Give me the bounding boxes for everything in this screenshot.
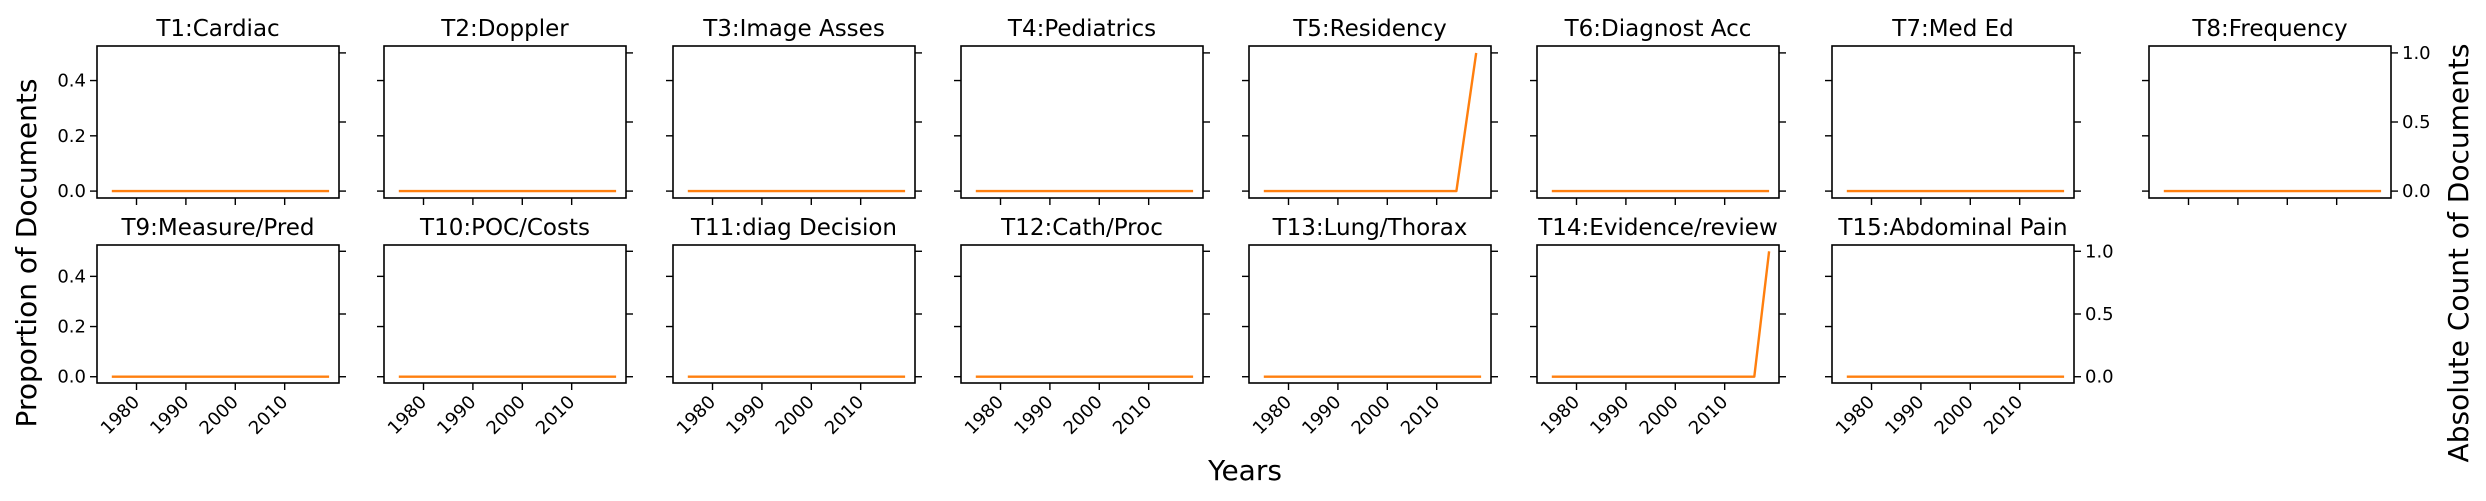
panel-9: T9:Measure/Pred 1980 1990 2000 2010 0.0 0.2 0.4: [57, 215, 346, 439]
x-axis-label: Years: [1207, 454, 1282, 487]
x-tick-label: 1990: [433, 392, 480, 439]
axes-frame: [672, 244, 916, 384]
panel-title: T3:Image Asses: [702, 16, 885, 42]
panels-group: T1:Cardiac 0.0 0.2 0.4 T2:Doppler T3:Image As…: [57, 16, 2430, 439]
panel-title: T12:Cath/Proc: [1000, 215, 1163, 241]
axes-frame: [672, 45, 916, 199]
panel-4: T4:Pediatrics: [954, 16, 1210, 205]
y-tick-label-right: 1.0: [2085, 241, 2114, 262]
y-tick-label-right: 0.0: [2402, 181, 2431, 202]
x-tick-label: 1990: [1881, 392, 1928, 439]
x-tick-label: 2000: [1348, 392, 1395, 439]
panel-15: T15:Abdominal Pain 1980 1990 2000 2010 0.0 0.5…: [1825, 215, 2114, 439]
axes-frame: [383, 244, 627, 384]
y-tick-label-left: 0.0: [57, 367, 86, 388]
x-tick-label: 2010: [821, 392, 868, 439]
y-axis-label-right: Absolute Count of Documents: [2442, 44, 2475, 463]
panel-title: T13:Lung/Thorax: [1272, 215, 1468, 241]
axes-frame: [2148, 45, 2392, 199]
x-tick-label: 1980: [1537, 392, 1584, 439]
axes-frame: [1831, 45, 2075, 199]
panel-title: T8:Frequency: [2191, 16, 2347, 42]
panel-title: T11:diag Decision: [690, 215, 897, 241]
x-tick-label: 2000: [1636, 392, 1683, 439]
axes-frame: [960, 244, 1204, 384]
x-tick-label: 2000: [1060, 392, 1107, 439]
axes-frame: [96, 45, 340, 199]
x-tick-label: 1990: [1586, 392, 1633, 439]
panel-title: T9:Measure/Pred: [120, 215, 314, 241]
axes-frame: [960, 45, 1204, 199]
series-line: [1551, 251, 1771, 378]
panel-title: T1:Cardiac: [155, 16, 279, 42]
panel-3: T3:Image Asses: [666, 16, 922, 205]
axes-frame: [1248, 244, 1492, 384]
x-tick-label: 2000: [196, 392, 243, 439]
x-tick-label: 2010: [1980, 392, 2027, 439]
y-tick-label-left: 0.4: [57, 266, 86, 287]
panel-14: T14:Evidence/review 1980 1990 2000 2010: [1530, 215, 1786, 439]
x-tick-label: 1980: [1249, 392, 1296, 439]
panel-10: T10:POC/Costs 1980 1990 2000 2010: [377, 215, 633, 439]
y-tick-label-right: 0.0: [2085, 367, 2114, 388]
x-tick-label: 1980: [97, 392, 144, 439]
x-tick-label: 2010: [1397, 392, 1444, 439]
axes-frame: [1831, 244, 2075, 384]
y-tick-label-left: 0.0: [57, 181, 86, 202]
series-line: [1263, 52, 1478, 193]
x-tick-label: 2000: [483, 392, 530, 439]
axes-frame: [1248, 45, 1492, 199]
panel-title: T14:Evidence/review: [1537, 215, 1778, 241]
y-tick-label-right: 1.0: [2402, 43, 2431, 64]
panel-7: T7:Med Ed: [1825, 16, 2081, 205]
x-tick-label: 1980: [384, 392, 431, 439]
panel-5: T5:Residency: [1242, 16, 1498, 205]
axes-frame: [1536, 45, 1780, 199]
x-tick-label: 2010: [1685, 392, 1732, 439]
y-axis-label-left: Proportion of Documents: [10, 79, 43, 428]
x-tick-label: 1990: [1298, 392, 1345, 439]
panel-6: T6:Diagnost Acc: [1530, 16, 1786, 205]
panel-title: T4:Pediatrics: [1007, 16, 1156, 42]
x-tick-label: 1990: [722, 392, 769, 439]
axes-frame: [383, 45, 627, 199]
x-tick-label: 1990: [1010, 392, 1057, 439]
panel-11: T11:diag Decision 1980 1990 2000 2010: [666, 215, 922, 439]
x-tick-label: 2000: [772, 392, 819, 439]
y-tick-label-left: 0.2: [57, 126, 86, 147]
x-tick-label: 1990: [146, 392, 193, 439]
panel-title: T15:Abdominal Pain: [1837, 215, 2067, 241]
x-tick-label: 1980: [673, 392, 720, 439]
panel-8: T8:Frequency 0.0 0.5 1.0: [2142, 16, 2431, 205]
panel-title: T6:Diagnost Acc: [1564, 16, 1752, 42]
panel-title: T5:Residency: [1292, 16, 1447, 42]
x-tick-label: 1980: [1832, 392, 1879, 439]
panel-title: T7:Med Ed: [1891, 16, 2013, 42]
x-tick-label: 2010: [245, 392, 292, 439]
x-tick-label: 2010: [532, 392, 579, 439]
x-tick-label: 1980: [961, 392, 1008, 439]
y-tick-label-left: 0.4: [57, 71, 86, 92]
y-tick-label-right: 0.5: [2402, 112, 2431, 133]
panel-2: T2:Doppler: [377, 16, 633, 205]
y-tick-label-left: 0.2: [57, 317, 86, 338]
x-tick-label: 2000: [1931, 392, 1978, 439]
panel-title: T10:POC/Costs: [419, 215, 590, 241]
x-tick-label: 2010: [1109, 392, 1156, 439]
panel-12: T12:Cath/Proc 1980 1990 2000 2010: [954, 215, 1210, 439]
panel-1: T1:Cardiac 0.0 0.2 0.4: [57, 16, 346, 205]
panel-13: T13:Lung/Thorax 1980 1990 2000 2010: [1242, 215, 1498, 439]
axes-frame: [96, 244, 340, 384]
panel-title: T2:Doppler: [440, 16, 569, 42]
axes-frame: [1536, 244, 1780, 384]
y-tick-label-right: 0.5: [2085, 304, 2114, 325]
